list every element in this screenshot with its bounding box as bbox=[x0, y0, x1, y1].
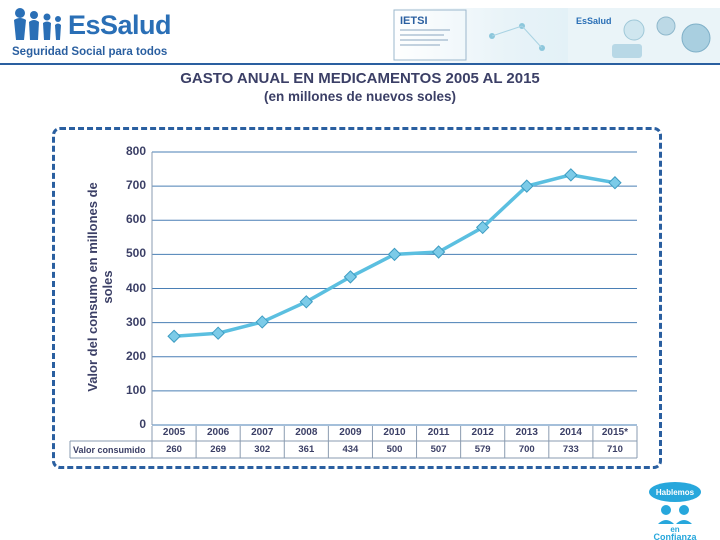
table-value-cell: 733 bbox=[562, 444, 579, 455]
x-category-label: 2011 bbox=[427, 427, 450, 438]
hablemos-en-confianza-badge: Hablemos en Confianza bbox=[649, 482, 701, 540]
essalud-logo[interactable]: EsSalud Seguridad Social para todos bbox=[10, 4, 180, 58]
y-tick-label: 500 bbox=[125, 246, 146, 261]
badge-top-text: Hablemos bbox=[656, 488, 695, 497]
banner-ietsi-text: IETSI bbox=[400, 15, 428, 27]
y-tick-label: 200 bbox=[125, 348, 146, 363]
data-point-2006 bbox=[211, 326, 225, 340]
slide-subtitle: (en millones de nuevos soles) bbox=[263, 89, 457, 104]
data-point-2009 bbox=[343, 270, 358, 284]
brand-tagline: Seguridad Social para todos bbox=[12, 46, 168, 58]
chart-frame bbox=[52, 127, 662, 469]
y-tick-label: 300 bbox=[125, 314, 146, 329]
ietsi-banner: IETSI EsSalud bbox=[392, 8, 720, 64]
table-value-cell: 302 bbox=[254, 444, 271, 455]
banner-essalud-text: EsSalud bbox=[576, 16, 612, 26]
x-category-label: 2013 bbox=[515, 427, 538, 438]
y-tick-label: 100 bbox=[125, 382, 146, 397]
data-point-2010 bbox=[387, 247, 402, 262]
header-divider bbox=[0, 63, 720, 65]
table-value-cell: 500 bbox=[386, 444, 403, 455]
y-tick-label: 0 bbox=[139, 417, 146, 431]
x-category-label: 2006 bbox=[207, 427, 230, 438]
data-point-2007 bbox=[255, 315, 269, 329]
x-category-label: 2005 bbox=[162, 427, 186, 438]
data-point-2008 bbox=[299, 295, 314, 309]
table-value-cell: 434 bbox=[342, 444, 359, 455]
x-category-label: 2008 bbox=[295, 427, 318, 438]
table-value-cell: 361 bbox=[298, 444, 315, 455]
badge-mid-text: en bbox=[670, 525, 679, 534]
data-point-2012 bbox=[475, 220, 490, 235]
table-row-label: Valor consumido bbox=[73, 445, 146, 455]
data-point-2011 bbox=[431, 245, 446, 259]
y-tick-label: 800 bbox=[125, 144, 146, 158]
data-point-2015* bbox=[608, 176, 622, 190]
x-category-label: 2014 bbox=[559, 427, 582, 438]
table-value-cell: 260 bbox=[166, 444, 182, 455]
family-icon bbox=[14, 8, 61, 40]
data-point-2005 bbox=[167, 329, 181, 343]
header: EsSalud Seguridad Social para todos IETS… bbox=[0, 0, 720, 65]
y-tick-label: 600 bbox=[125, 212, 146, 227]
table-value-cell: 507 bbox=[430, 444, 447, 455]
data-point-2014 bbox=[564, 168, 578, 182]
table-value-cell: 269 bbox=[210, 444, 227, 455]
brand-name: EsSalud bbox=[68, 10, 172, 40]
table-value-cell: 579 bbox=[474, 444, 491, 455]
table-value-cell: 700 bbox=[518, 444, 535, 455]
x-category-label: 2010 bbox=[383, 427, 406, 438]
y-tick-label: 700 bbox=[125, 178, 146, 193]
slide-title-block: GASTO ANUAL EN MEDICAMENTOS 2005 AL 2015… bbox=[0, 70, 720, 104]
data-point-2013 bbox=[520, 179, 534, 193]
x-category-label: 2015* bbox=[601, 427, 629, 438]
x-category-label: 2012 bbox=[471, 427, 494, 438]
y-tick-label: 400 bbox=[125, 280, 146, 295]
table-value-cell: 710 bbox=[607, 444, 623, 455]
slide-title: GASTO ANUAL EN MEDICAMENTOS 2005 AL 2015 bbox=[180, 70, 540, 87]
x-category-label: 2009 bbox=[339, 427, 362, 438]
badge-bottom-text: Confianza bbox=[653, 532, 697, 540]
x-category-label: 2007 bbox=[251, 427, 274, 438]
